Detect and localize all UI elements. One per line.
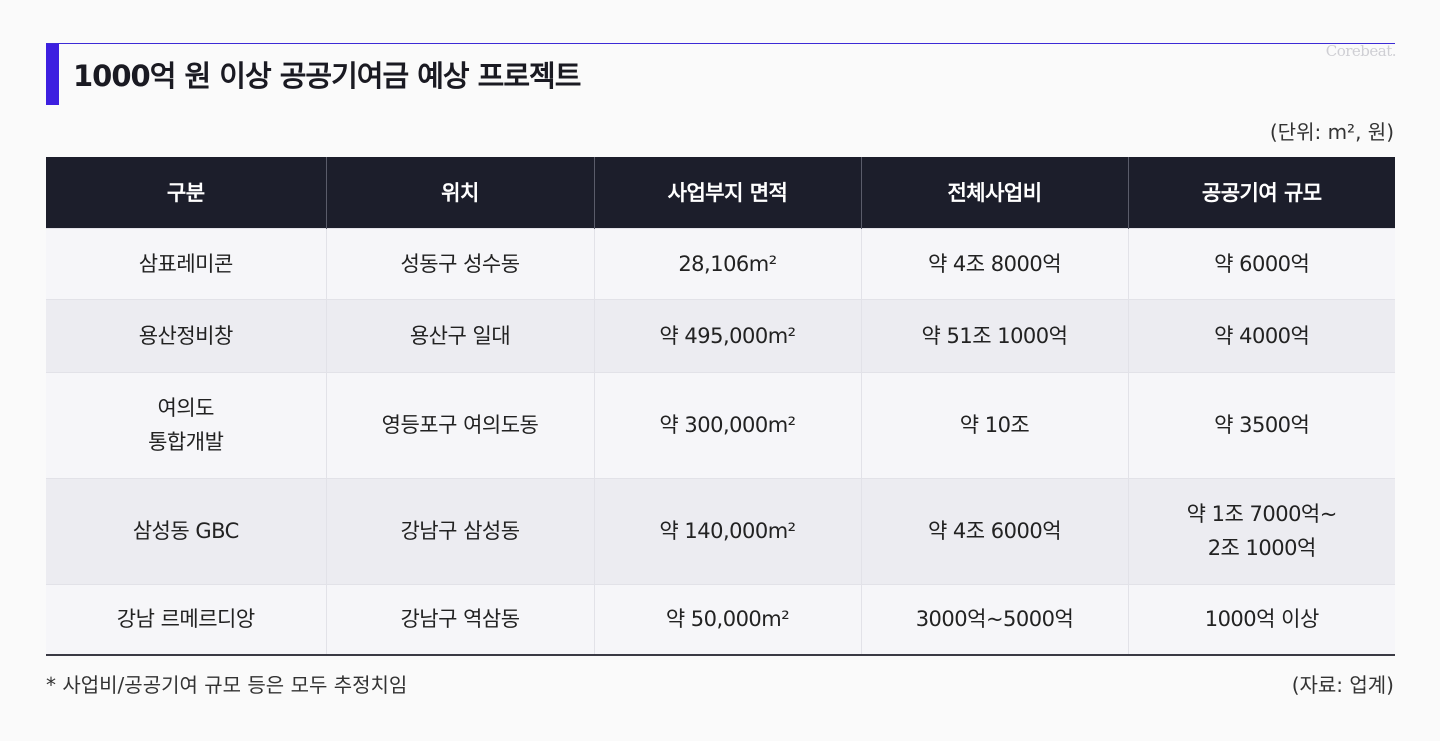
header-site-area: 사업부지 면적 [593, 157, 861, 228]
header-total-cost: 전체사업비 [860, 157, 1128, 228]
cell-site-area: 약 50,000m² [593, 583, 861, 656]
cell-category: 여의도 통합개발 [46, 371, 326, 478]
footnote: * 사업비/공공기여 규모 등은 모두 추정치임 [46, 673, 408, 697]
cell-category: 강남 르메르디앙 [46, 583, 326, 656]
cell-contribution: 약 3500억 [1127, 371, 1395, 478]
source-note: (자료: 업계) [1291, 673, 1394, 697]
cell-contribution: 약 1조 7000억~ 2조 1000억 [1127, 477, 1395, 584]
header-contribution: 공공기여 규모 [1127, 157, 1395, 228]
table-row: 여의도 통합개발 영등포구 여의도동 약 300,000m² 약 10조 약 35… [46, 371, 1395, 478]
cell-category: 삼표레미콘 [46, 227, 326, 299]
cell-total-cost: 약 10조 [860, 371, 1128, 478]
cell-location: 용산구 일대 [325, 298, 594, 372]
cell-category: 용산정비창 [46, 298, 326, 372]
top-rule [46, 43, 1395, 44]
cell-total-cost: 3000억~5000억 [860, 583, 1128, 656]
table-row: 강남 르메르디앙 강남구 역삼동 약 50,000m² 3000억~5000억 … [46, 583, 1395, 656]
table-row: 삼성동 GBC 강남구 삼성동 약 140,000m² 약 4조 6000억 약… [46, 477, 1395, 584]
title-accent-bar [46, 44, 59, 105]
cell-total-cost: 약 4조 6000억 [860, 477, 1128, 584]
cell-total-cost: 약 4조 8000억 [860, 227, 1128, 299]
project-table: 구분 위치 사업부지 면적 전체사업비 공공기여 규모 삼표레미콘 성동구 성수… [46, 157, 1395, 656]
cell-site-area: 약 140,000m² [593, 477, 861, 584]
cell-site-area: 약 495,000m² [593, 298, 861, 372]
cell-contribution: 약 4000억 [1127, 298, 1395, 372]
cell-category: 삼성동 GBC [46, 477, 326, 584]
cell-location: 강남구 삼성동 [325, 477, 594, 584]
table-row: 용산정비창 용산구 일대 약 495,000m² 약 51조 1000억 약 4… [46, 298, 1395, 372]
cell-total-cost: 약 51조 1000억 [860, 298, 1128, 372]
cell-location: 영등포구 여의도동 [325, 371, 594, 478]
cell-site-area: 28,106m² [593, 227, 861, 299]
brand-logo: Corebeat. [1325, 42, 1397, 60]
cell-site-area: 약 300,000m² [593, 371, 861, 478]
unit-note: (단위: m², 원) [1269, 120, 1394, 144]
cell-location: 강남구 역삼동 [325, 583, 594, 656]
table-row: 삼표레미콘 성동구 성수동 28,106m² 약 4조 8000억 약 6000… [46, 227, 1395, 299]
cell-location: 성동구 성수동 [325, 227, 594, 299]
cell-contribution: 1000억 이상 [1127, 583, 1395, 656]
cell-contribution: 약 6000억 [1127, 227, 1395, 299]
header-location: 위치 [325, 157, 594, 228]
header-category: 구분 [46, 157, 326, 228]
table-header-row: 구분 위치 사업부지 면적 전체사업비 공공기여 규모 [46, 157, 1395, 228]
page-title: 1000억 원 이상 공공기여금 예상 프로젝트 [73, 59, 581, 93]
